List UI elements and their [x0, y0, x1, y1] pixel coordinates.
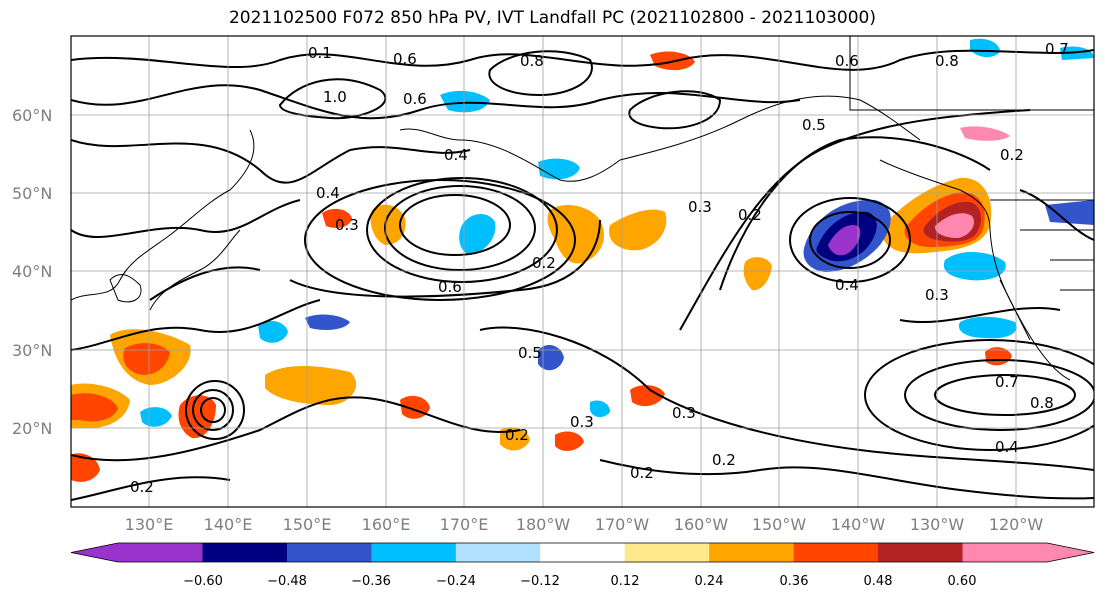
- colorbar-swatch: [455, 543, 541, 562]
- colorbar-swatch: [793, 543, 879, 562]
- contour-label: 0.3: [335, 216, 359, 234]
- lat-label: 40°N: [12, 262, 52, 281]
- map-title: 2021102500 F072 850 hPa PV, IVT Landfall…: [228, 8, 876, 28]
- contour-label: 0.7: [995, 373, 1019, 391]
- colorbar-swatch: [286, 543, 372, 562]
- contour-label: 0.2: [630, 464, 654, 482]
- map-frame: [70, 35, 1095, 508]
- latitude-labels: 60°N 50°N 40°N 30°N 20°N: [12, 106, 52, 438]
- contour-label: 0.4: [995, 438, 1019, 456]
- contour-label: 0.6: [835, 52, 859, 70]
- contour-label: 0.8: [520, 52, 544, 70]
- colorbar-extend-low: [71, 543, 118, 562]
- contour-label: 0.4: [444, 146, 468, 164]
- colorbar-tick-labels: −0.60 −0.48 −0.36 −0.24 −0.12 0.12 0.24 …: [183, 574, 976, 589]
- colorbar-swatch: [624, 543, 710, 562]
- colorbar-swatch: [709, 543, 795, 562]
- lon-label: 160°E: [362, 515, 411, 534]
- colorbar-tick-label: 0.36: [780, 574, 809, 589]
- shaded-anomalies: [71, 38, 1094, 482]
- colorbar-swatch: [371, 543, 457, 562]
- contour-label: 0.4: [835, 276, 859, 294]
- colorbar-swatch: [540, 543, 626, 562]
- contour-label: 0.2: [505, 426, 529, 444]
- colorbar-tick-label: 0.12: [611, 574, 640, 589]
- colorbar-tick-label: 0.48: [864, 574, 893, 589]
- lat-label: 20°N: [12, 419, 52, 438]
- colorbar-extend-high: [1047, 543, 1094, 562]
- contour-label: 0.2: [532, 254, 556, 272]
- colorbar-swatch: [118, 543, 203, 562]
- colorbar-tick-label: 0.24: [695, 574, 724, 589]
- contour-label: 0.1: [308, 44, 332, 62]
- lon-label: 180°W: [516, 515, 571, 534]
- lon-label: 130°E: [125, 515, 174, 534]
- contour-label: 0.4: [316, 184, 340, 202]
- contour-label: 0.2: [738, 206, 762, 224]
- colorbar-tick-label: −0.36: [351, 574, 391, 589]
- contour-label: 0.3: [925, 286, 949, 304]
- lon-label: 170°W: [595, 515, 650, 534]
- colorbar-tick-label: −0.24: [436, 574, 476, 589]
- colorbar-tick-label: −0.48: [267, 574, 307, 589]
- longitude-labels: 130°E 140°E 150°E 160°E 170°E 180°W 170°…: [125, 515, 1044, 534]
- contour-label: 1.0: [323, 88, 347, 106]
- lon-label: 150°E: [283, 515, 332, 534]
- lat-label: 60°N: [12, 106, 52, 125]
- contour-label: 0.5: [518, 344, 542, 362]
- lon-label: 120°W: [989, 515, 1044, 534]
- contour-label-group: 0.1 0.6 1.0 0.8 0.4 0.6 0.5 0.2 0.7 0.8 …: [130, 40, 1069, 496]
- contour-label: 0.6: [438, 278, 462, 296]
- contour-label: 0.7: [1045, 40, 1069, 58]
- graticule: [71, 36, 1094, 507]
- contour-label: 0.8: [935, 52, 959, 70]
- contour-label: 0.2: [712, 451, 736, 469]
- contour-label: 0.6: [393, 50, 417, 68]
- colorbar-swatch: [202, 543, 288, 562]
- lon-label: 160°W: [674, 515, 729, 534]
- contour-label: 0.3: [570, 413, 594, 431]
- contour-label: 0.2: [130, 478, 154, 496]
- map-background: [71, 36, 1094, 507]
- contour-label: 0.6: [403, 90, 427, 108]
- lat-label: 30°N: [12, 341, 52, 360]
- contour-label: 0.3: [688, 198, 712, 216]
- lon-label: 130°W: [910, 515, 965, 534]
- colorbar-swatch: [962, 543, 1048, 562]
- lat-label: 50°N: [12, 184, 52, 203]
- colorbar-swatch: [878, 543, 964, 562]
- contour-lines: [71, 49, 1094, 501]
- lon-label: 170°E: [440, 515, 489, 534]
- contour-label: 0.5: [802, 116, 826, 134]
- colorbar-tick-label: −0.60: [183, 574, 223, 589]
- contour-label: 0.2: [1000, 146, 1024, 164]
- lon-label: 150°W: [752, 515, 807, 534]
- contour-label: 0.3: [672, 404, 696, 422]
- colorbar: [70, 542, 1095, 563]
- coastlines: [71, 36, 1094, 381]
- colorbar-tick-label: −0.12: [520, 574, 560, 589]
- colorbar-outline: [70, 542, 1095, 563]
- colorbar-tick-label: 0.60: [948, 574, 977, 589]
- lon-label: 140°E: [204, 515, 253, 534]
- lon-label: 140°W: [831, 515, 886, 534]
- contour-label: 0.8: [1030, 394, 1054, 412]
